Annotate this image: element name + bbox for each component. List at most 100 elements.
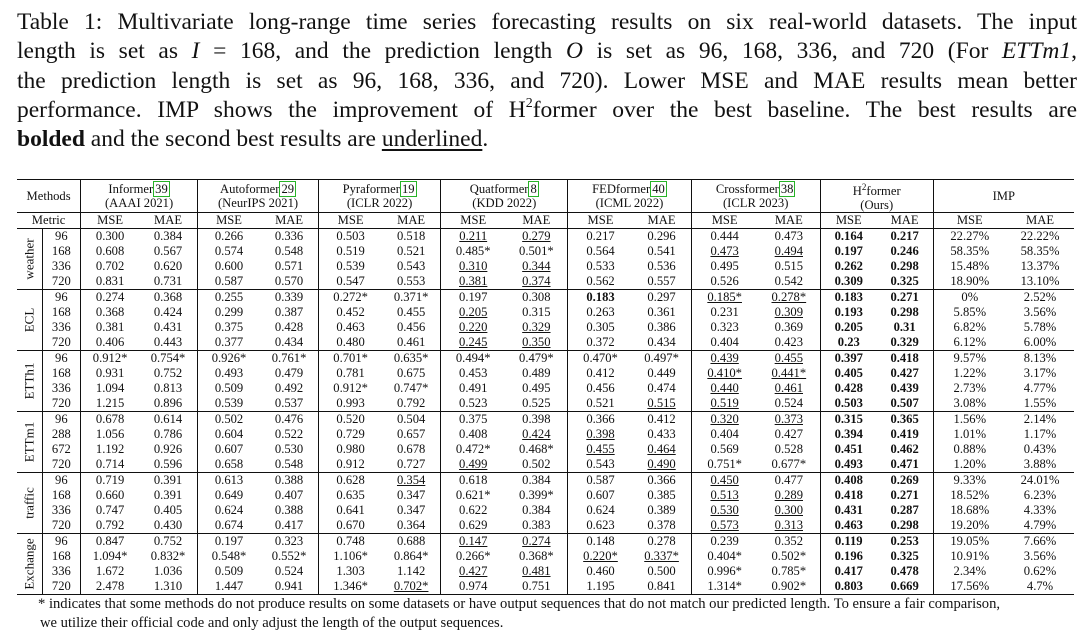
imp-cell: 18.68% xyxy=(932,503,1007,519)
imp-cell: 24.01% xyxy=(1006,472,1074,489)
results-body: weather 96 0.300 0.384 0.266 0.336 0.503 0.518 0… xyxy=(17,228,1074,596)
imp-cell: 19.05% xyxy=(932,533,1007,550)
imp-cell: 1.01% xyxy=(932,427,1007,443)
imp-cell: 0.88% xyxy=(932,442,1007,458)
mse-cell: 1.672 xyxy=(80,564,140,580)
mae-cell: 0.492 xyxy=(274,381,304,396)
mse-cell: 0.519 xyxy=(318,244,383,260)
mse-cell: 0.239 xyxy=(690,533,758,550)
mae-cell: 0.337* xyxy=(644,549,679,564)
mae-cell: 0.727 xyxy=(396,457,426,472)
mse-cell: 0.847 xyxy=(80,533,140,550)
imp-cell: 2.73% xyxy=(932,381,1007,397)
mae-cell: 0.427 xyxy=(774,427,803,442)
metric-mse: MSE xyxy=(932,212,1007,229)
mse-cell: 0.197 xyxy=(197,533,261,550)
mae-cell: 0.423 xyxy=(774,335,803,350)
mse-cell: 0.660 xyxy=(80,488,140,504)
mse-cell: 0.678 xyxy=(80,411,140,428)
mae-cell: 0.832* xyxy=(150,549,186,564)
mae-cell: 0.528 xyxy=(774,442,803,457)
mae-cell: 0.308 xyxy=(505,289,568,306)
table-row: 336 0.747 0.405 0.624 0.388 0.641 0.347 0.622 0.… xyxy=(17,503,1074,519)
caption-line-1: Table 1: Multivariate long-range time se… xyxy=(17,9,1077,35)
mse-cell: 0.405 xyxy=(819,366,877,382)
mse-cell: 0.628 xyxy=(318,472,383,489)
table-row: 168 0.931 0.752 0.493 0.479 0.781 0.675 0.453 0.… xyxy=(17,366,1074,382)
mse-cell: 0.266* xyxy=(440,549,506,565)
metric-mae: MAE xyxy=(632,212,692,229)
mae-cell: 0.424 xyxy=(153,305,183,320)
mse-cell: 0.613 xyxy=(197,472,261,489)
mae-cell: 0.502 xyxy=(522,457,551,472)
imp-cell: 3.88% xyxy=(1023,457,1057,472)
mse-cell: 0.470* xyxy=(567,350,633,367)
mse-cell: 0.493 xyxy=(197,366,261,382)
metric-mse: MSE xyxy=(819,212,877,229)
imp-cell: 5.85% xyxy=(932,305,1007,321)
mae-cell: 0.864* xyxy=(393,549,429,564)
mse-cell: 0.562 xyxy=(567,274,633,290)
mse-cell: 0.453 xyxy=(440,366,506,382)
prediction-length: 720 xyxy=(41,274,81,290)
mse-cell: 0.974 xyxy=(440,579,506,596)
mse-cell: 0.266 xyxy=(197,228,261,245)
mse-cell: 0.408 xyxy=(819,472,877,489)
mse-cell: 0.451 xyxy=(819,442,877,458)
mae-cell: 0.455 xyxy=(757,350,821,367)
mae-cell: 0.522 xyxy=(274,427,304,442)
footnote-line-1: * indicates that some methods do not pro… xyxy=(38,596,1001,612)
mae-cell: 0.497* xyxy=(632,350,692,367)
mse-cell: 0.262 xyxy=(819,259,877,275)
mse-cell: 0.272* xyxy=(318,289,383,306)
imp-cell: 1.22% xyxy=(932,366,1007,382)
mse-cell: 0.375 xyxy=(197,320,261,336)
mae-cell: 0.412 xyxy=(632,411,692,428)
mse-cell: 0.569 xyxy=(690,442,758,458)
mae-cell: 0.368 xyxy=(139,289,198,306)
mae-cell: 0.336 xyxy=(260,228,319,245)
imp-cell: 58.35% xyxy=(932,244,1007,260)
mae-cell: 0.418 xyxy=(876,350,934,367)
mse-cell: 0.450 xyxy=(690,472,758,489)
mse-cell: 0.513 xyxy=(690,488,758,504)
mae-cell: 0.596 xyxy=(153,457,183,472)
mse-cell: 0.502 xyxy=(197,411,261,428)
mae-cell: 0.449 xyxy=(647,366,676,381)
mse-cell: 0.624 xyxy=(567,503,633,519)
imp-cell: 15.48% xyxy=(932,259,1007,275)
mae-cell: 0.841 xyxy=(632,579,692,596)
mae-cell: 0.407 xyxy=(274,488,304,503)
dataset-label: ETTh1 xyxy=(17,350,43,412)
mse-cell: 0.404* xyxy=(690,549,758,565)
imp-cell: 2.14% xyxy=(1006,411,1074,428)
mae-cell: 0.792 xyxy=(396,396,426,411)
mse-cell: 0.608 xyxy=(80,244,140,260)
mse-cell: 0.463 xyxy=(318,320,383,336)
imp-cell: 1.55% xyxy=(1023,396,1057,411)
imp-cell: 6.82% xyxy=(932,320,1007,336)
mae-cell: 0.473 xyxy=(757,228,821,245)
mae-cell: 0.431 xyxy=(153,320,183,335)
mse-cell: 0.255 xyxy=(197,289,261,306)
imp-cell: 4.79% xyxy=(1023,518,1057,533)
mse-cell: 0.185* xyxy=(690,289,758,306)
metric-header: Metric xyxy=(17,212,81,229)
table-row: 168 0.608 0.567 0.574 0.548 0.519 0.521 0.485* 0… xyxy=(17,244,1074,260)
mae-cell: 0.434 xyxy=(647,335,676,350)
table-row: ECL 96 0.274 0.368 0.255 0.339 0.272* 0.371* 0.1… xyxy=(17,289,1074,351)
mae-cell: 0.419 xyxy=(890,427,919,442)
dataset-label: traffic xyxy=(17,472,43,534)
table-row: 336 0.702 0.620 0.600 0.571 0.539 0.543 0.310 0.… xyxy=(17,259,1074,275)
mae-cell: 0.366 xyxy=(632,472,692,489)
mse-cell: 0.635 xyxy=(318,488,383,504)
prediction-length: 96 xyxy=(41,472,81,489)
header-row-metric: Metric MSE MAE MSE MAE MSE MAE MSE MAE MSE MA… xyxy=(17,212,1074,229)
mae-cell: 0.246 xyxy=(890,244,919,259)
table-row: 336 1.094 0.813 0.509 0.492 0.912* 0.747* 0.491… xyxy=(17,381,1074,397)
mae-cell: 0.455 xyxy=(396,305,426,320)
mae-cell: 0.325 xyxy=(890,274,919,289)
mse-cell: 0.119 xyxy=(819,533,877,550)
mse-cell: 0.702 xyxy=(80,259,140,275)
mae-cell: 0.481 xyxy=(522,564,551,579)
